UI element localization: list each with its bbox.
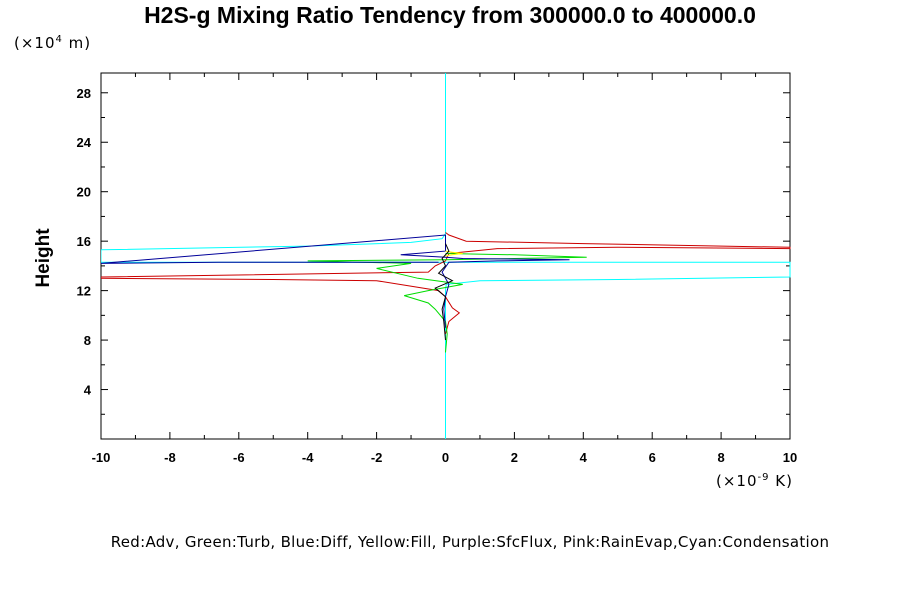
- series-line: [101, 73, 791, 439]
- x-tick-label: 10: [783, 450, 797, 465]
- x-axis-unit: (×10-9 K): [716, 472, 793, 490]
- x-tick-label: 4: [580, 450, 588, 465]
- legend-caption: Red:Adv, Green:Turb, Blue:Diff, Yellow:F…: [110, 533, 830, 551]
- chart-title: H2S-g Mixing Ratio Tendency from 300000.…: [144, 2, 756, 28]
- y-tick-label: 8: [84, 333, 91, 348]
- series-line: [101, 232, 791, 335]
- y-tick-label: 20: [77, 185, 91, 200]
- y-axis-unit: (×104 m): [14, 34, 92, 52]
- series-line: [434, 243, 454, 341]
- y-tick-label: 28: [77, 86, 91, 101]
- series-line: [307, 253, 587, 353]
- y-tick-label: 16: [77, 234, 91, 249]
- y-tick-label: 24: [77, 135, 92, 150]
- x-tick-label: -4: [302, 450, 314, 465]
- y-tick-label: 4: [84, 383, 92, 398]
- series-line: [445, 250, 463, 257]
- x-tick-label: 8: [717, 450, 724, 465]
- y-tick-label: 12: [77, 284, 91, 299]
- x-tick-label: 6: [649, 450, 656, 465]
- x-tick-label: 0: [442, 450, 449, 465]
- x-tick-label: -2: [371, 450, 383, 465]
- x-tick-label: -10: [92, 450, 111, 465]
- series-line: [101, 234, 570, 328]
- x-tick-label: 2: [511, 450, 518, 465]
- x-tick-label: -6: [233, 450, 245, 465]
- x-tick-label: -8: [164, 450, 176, 465]
